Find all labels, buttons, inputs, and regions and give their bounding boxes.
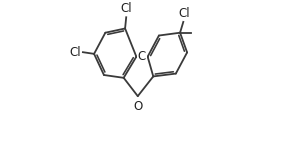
Text: Cl: Cl <box>178 7 190 20</box>
Text: C: C <box>138 50 146 63</box>
Text: Cl: Cl <box>120 2 132 15</box>
Text: O: O <box>133 100 142 113</box>
Text: Cl: Cl <box>69 46 81 59</box>
